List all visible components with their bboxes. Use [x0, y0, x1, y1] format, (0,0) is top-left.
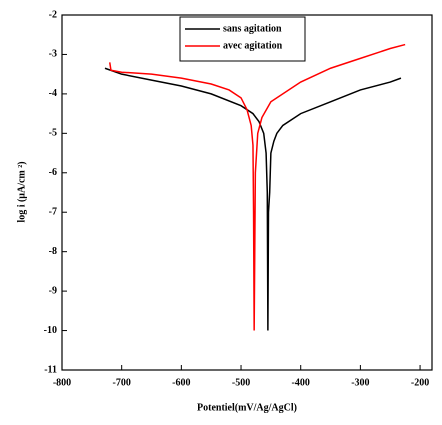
y-tick-label: -5: [49, 128, 57, 139]
y-tick-label: -7: [49, 207, 57, 218]
y-axis-label: log i (μA/cm ²): [16, 161, 27, 222]
y-tick-label: -4: [49, 88, 57, 99]
x-tick-label: -500: [232, 377, 250, 388]
x-tick-label: -300: [351, 377, 369, 388]
x-tick-label: -200: [411, 377, 429, 388]
legend-label: avec agitation: [223, 40, 283, 51]
legend-box: [179, 16, 306, 62]
y-tick-label: -2: [49, 9, 57, 20]
y-tick-label: -8: [49, 246, 57, 257]
y-tick-label: -10: [44, 325, 57, 336]
x-tick-label: -400: [292, 377, 310, 388]
x-tick-label: -800: [53, 377, 71, 388]
x-axis-label: Potentiel(mV/Ag/AgCl): [197, 402, 297, 413]
y-tick-label: -3: [49, 49, 57, 60]
legend-label: sans agitation: [223, 23, 282, 34]
y-tick-label: -9: [49, 285, 57, 296]
x-tick-label: -700: [113, 377, 131, 388]
x-tick-label: -600: [172, 377, 190, 388]
series-line: [109, 43, 406, 331]
plot-frame: [61, 14, 433, 371]
y-tick-label: -6: [49, 167, 57, 178]
y-tick-label: -11: [44, 364, 57, 375]
